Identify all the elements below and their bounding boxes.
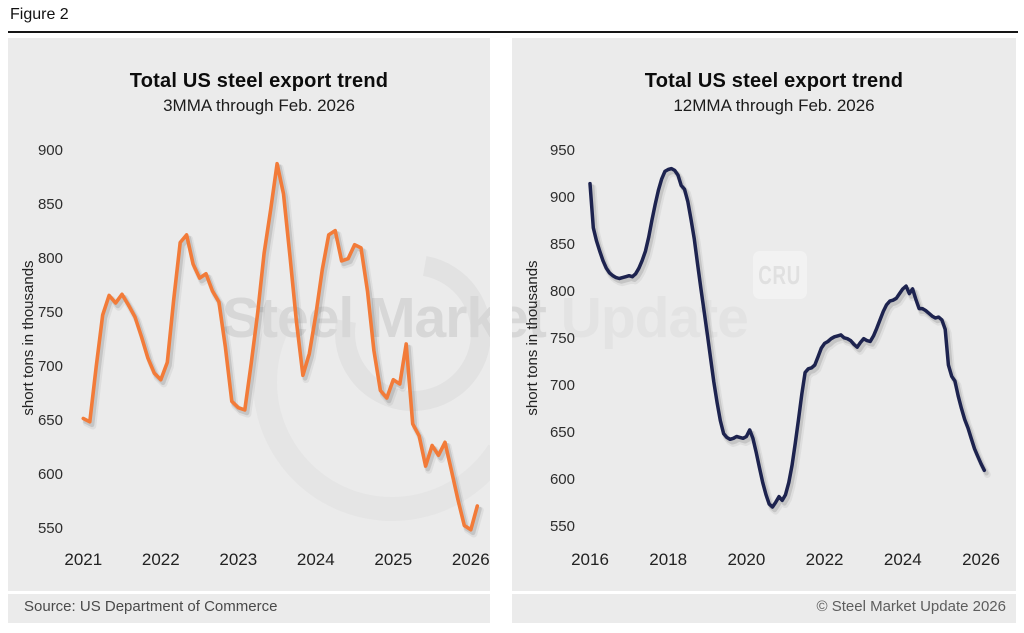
y-tick-label: 950 (549, 141, 575, 159)
source-text: Source: US Department of Commerce (24, 598, 278, 615)
y-tick-label: 650 (37, 411, 63, 429)
x-tick-label: 2020 (727, 550, 766, 569)
x-tick-label: 2016 (571, 550, 609, 569)
y-tick-label: 850 (549, 235, 575, 253)
y-tick-label: 850 (37, 195, 63, 213)
cru-logo-text: CRU (758, 259, 802, 290)
watermark-part1: Steel Market (512, 286, 547, 350)
watermark-text: Steel Market Update (222, 290, 490, 347)
watermark-part1: Steel Market (222, 286, 490, 350)
y-tick-label: 550 (549, 517, 575, 535)
trend-line-shadow (589, 169, 991, 515)
footer-divider (8, 591, 490, 594)
y-tick-label: 750 (37, 303, 63, 321)
chart-panel-3mma: Steel Market Update Total US steel expor… (8, 38, 490, 623)
chart-subtitle: 12MMA through Feb. 2026 (673, 96, 875, 115)
y-tick-label: 800 (37, 249, 63, 267)
figure-rule (8, 31, 1018, 33)
trend-line (81, 161, 480, 532)
y-tick-label: 700 (549, 376, 575, 394)
copyright-text: © Steel Market Update 2026 (816, 598, 1007, 615)
trend-line (588, 166, 987, 509)
y-tick-label: 600 (549, 470, 575, 488)
y-tick-label: 700 (37, 357, 63, 375)
line-chart-3mma (81, 161, 484, 538)
y-tick-label: 800 (549, 282, 575, 300)
watermark-text: Steel Market Update (512, 290, 749, 347)
chart-panel-12mma: Steel Market Update CRU Total US steel e… (512, 38, 1016, 623)
y-tick-label: 650 (549, 423, 575, 441)
x-tick-label: 2018 (649, 550, 688, 569)
x-tick-label: 2023 (219, 550, 258, 569)
y-tick-label: 600 (37, 465, 63, 483)
footer-divider (512, 591, 1016, 594)
x-tick-label: 2022 (805, 550, 844, 569)
y-tick-label: 750 (549, 329, 575, 347)
x-tick-label: 2024 (883, 550, 922, 569)
chart-title: Total US steel export trend (129, 70, 389, 92)
x-tick-label: 2022 (141, 550, 180, 569)
y-tick-label: 900 (37, 141, 63, 159)
watermark-part2: Update (545, 286, 749, 350)
y-tick-label: 900 (549, 188, 575, 206)
x-tick-label: 2021 (64, 550, 103, 569)
x-tick-label: 2024 (296, 550, 335, 569)
chart-subtitle: 3MMA through Feb. 2026 (163, 96, 355, 115)
cru-logo-badge: CRU (753, 251, 807, 299)
y-tick-label: 550 (37, 519, 63, 537)
chart-title: Total US steel export trend (644, 70, 904, 92)
figure-label: Figure 2 (10, 6, 69, 23)
x-tick-label: 2025 (374, 550, 413, 569)
x-tick-label: 2026 (451, 550, 490, 569)
x-tick-label: 2026 (962, 550, 1000, 569)
line-chart-12mma (588, 166, 991, 515)
y-axis-label: short tons in thousands (20, 260, 37, 416)
